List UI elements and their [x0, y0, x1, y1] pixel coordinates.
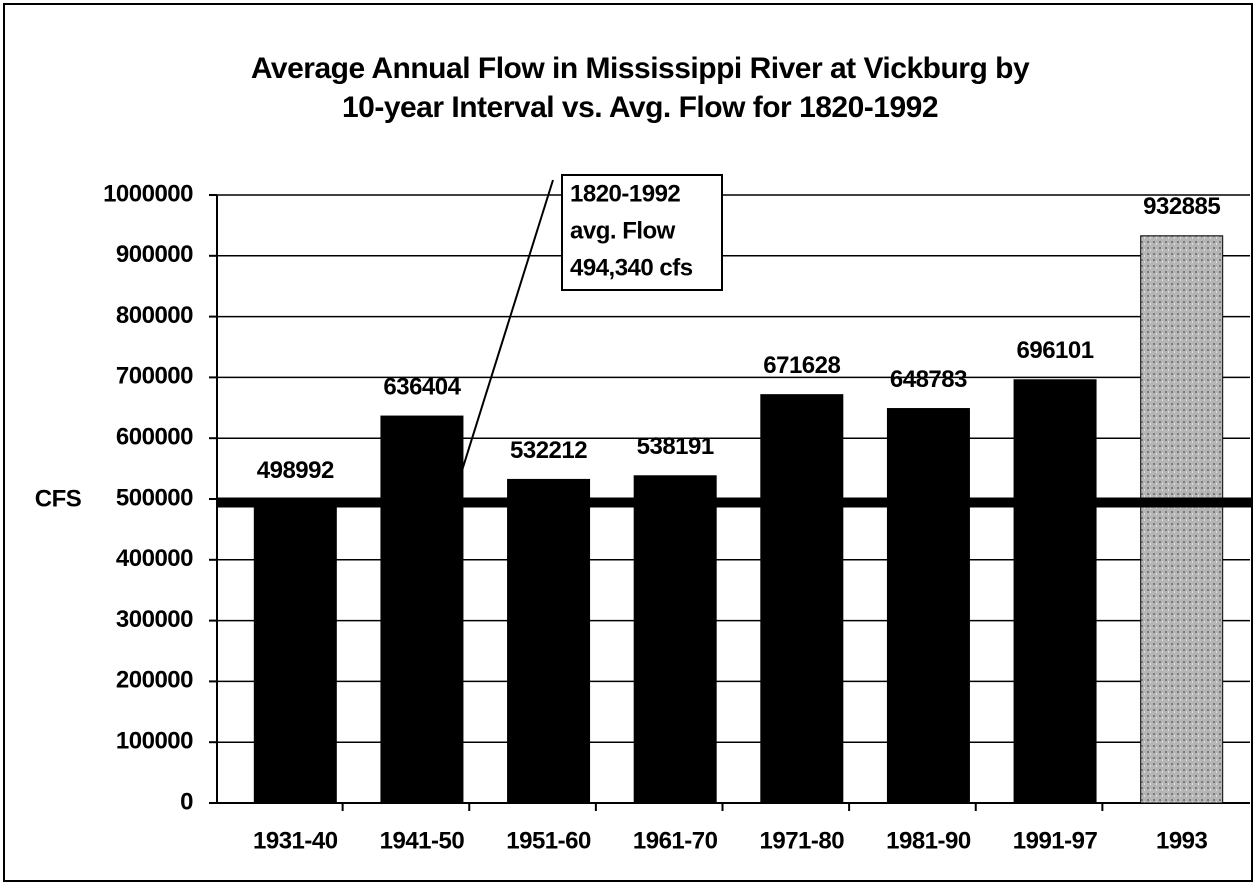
y-tick-label: 400000: [116, 545, 193, 572]
x-tick-label: 1961-70: [633, 827, 718, 854]
y-tick-label: 0: [180, 788, 193, 815]
x-tick-label: 1993: [1156, 827, 1208, 854]
bar: [886, 408, 970, 804]
x-tick-label: 1991-97: [1013, 827, 1098, 854]
x-tick-label: 1971-80: [760, 827, 845, 854]
bar: [1013, 379, 1097, 804]
x-tick-label: 1951-60: [506, 827, 591, 854]
annotation-text: 494,340 cfs: [570, 254, 693, 281]
data-label: 648783: [890, 366, 967, 393]
chart-title: Average Annual Flow in Mississippi River…: [251, 52, 1030, 85]
x-tick-label: 1931-40: [253, 827, 338, 854]
chart-title: 10-year Interval vs. Avg. Flow for 1820-…: [342, 91, 938, 124]
y-tick-label: 600000: [116, 424, 193, 451]
data-label: 671628: [763, 352, 840, 379]
y-tick-label: 200000: [116, 667, 193, 694]
annotation-text: avg. Flow: [570, 217, 676, 244]
annotation-leader: [451, 179, 554, 503]
bar: [760, 394, 844, 804]
annotation-box: [561, 174, 723, 291]
data-label: 532212: [510, 437, 587, 464]
annotation-text: 1820-1992: [570, 180, 680, 207]
bar: [633, 475, 717, 804]
y-tick-label: 100000: [116, 728, 193, 755]
bar: [253, 499, 337, 804]
y-tick-label: 500000: [116, 484, 193, 511]
y-tick-label: 700000: [116, 363, 193, 390]
x-tick-label: 1941-50: [380, 827, 465, 854]
data-label: 932885: [1143, 193, 1220, 220]
y-tick-label: 300000: [116, 606, 193, 633]
bar: [1140, 235, 1224, 804]
y-tick-label: 1000000: [103, 180, 193, 207]
y-tick-label: 800000: [116, 302, 193, 329]
y-axis-label: CFS: [35, 485, 82, 512]
data-label: 696101: [1017, 337, 1094, 364]
data-label: 498992: [257, 457, 334, 484]
x-tick-label: 1981-90: [886, 827, 971, 854]
bar: [380, 415, 464, 804]
y-tick-label: 900000: [116, 241, 193, 268]
data-label: 636404: [383, 373, 461, 400]
bar: [507, 478, 591, 804]
data-label: 538191: [637, 433, 714, 460]
